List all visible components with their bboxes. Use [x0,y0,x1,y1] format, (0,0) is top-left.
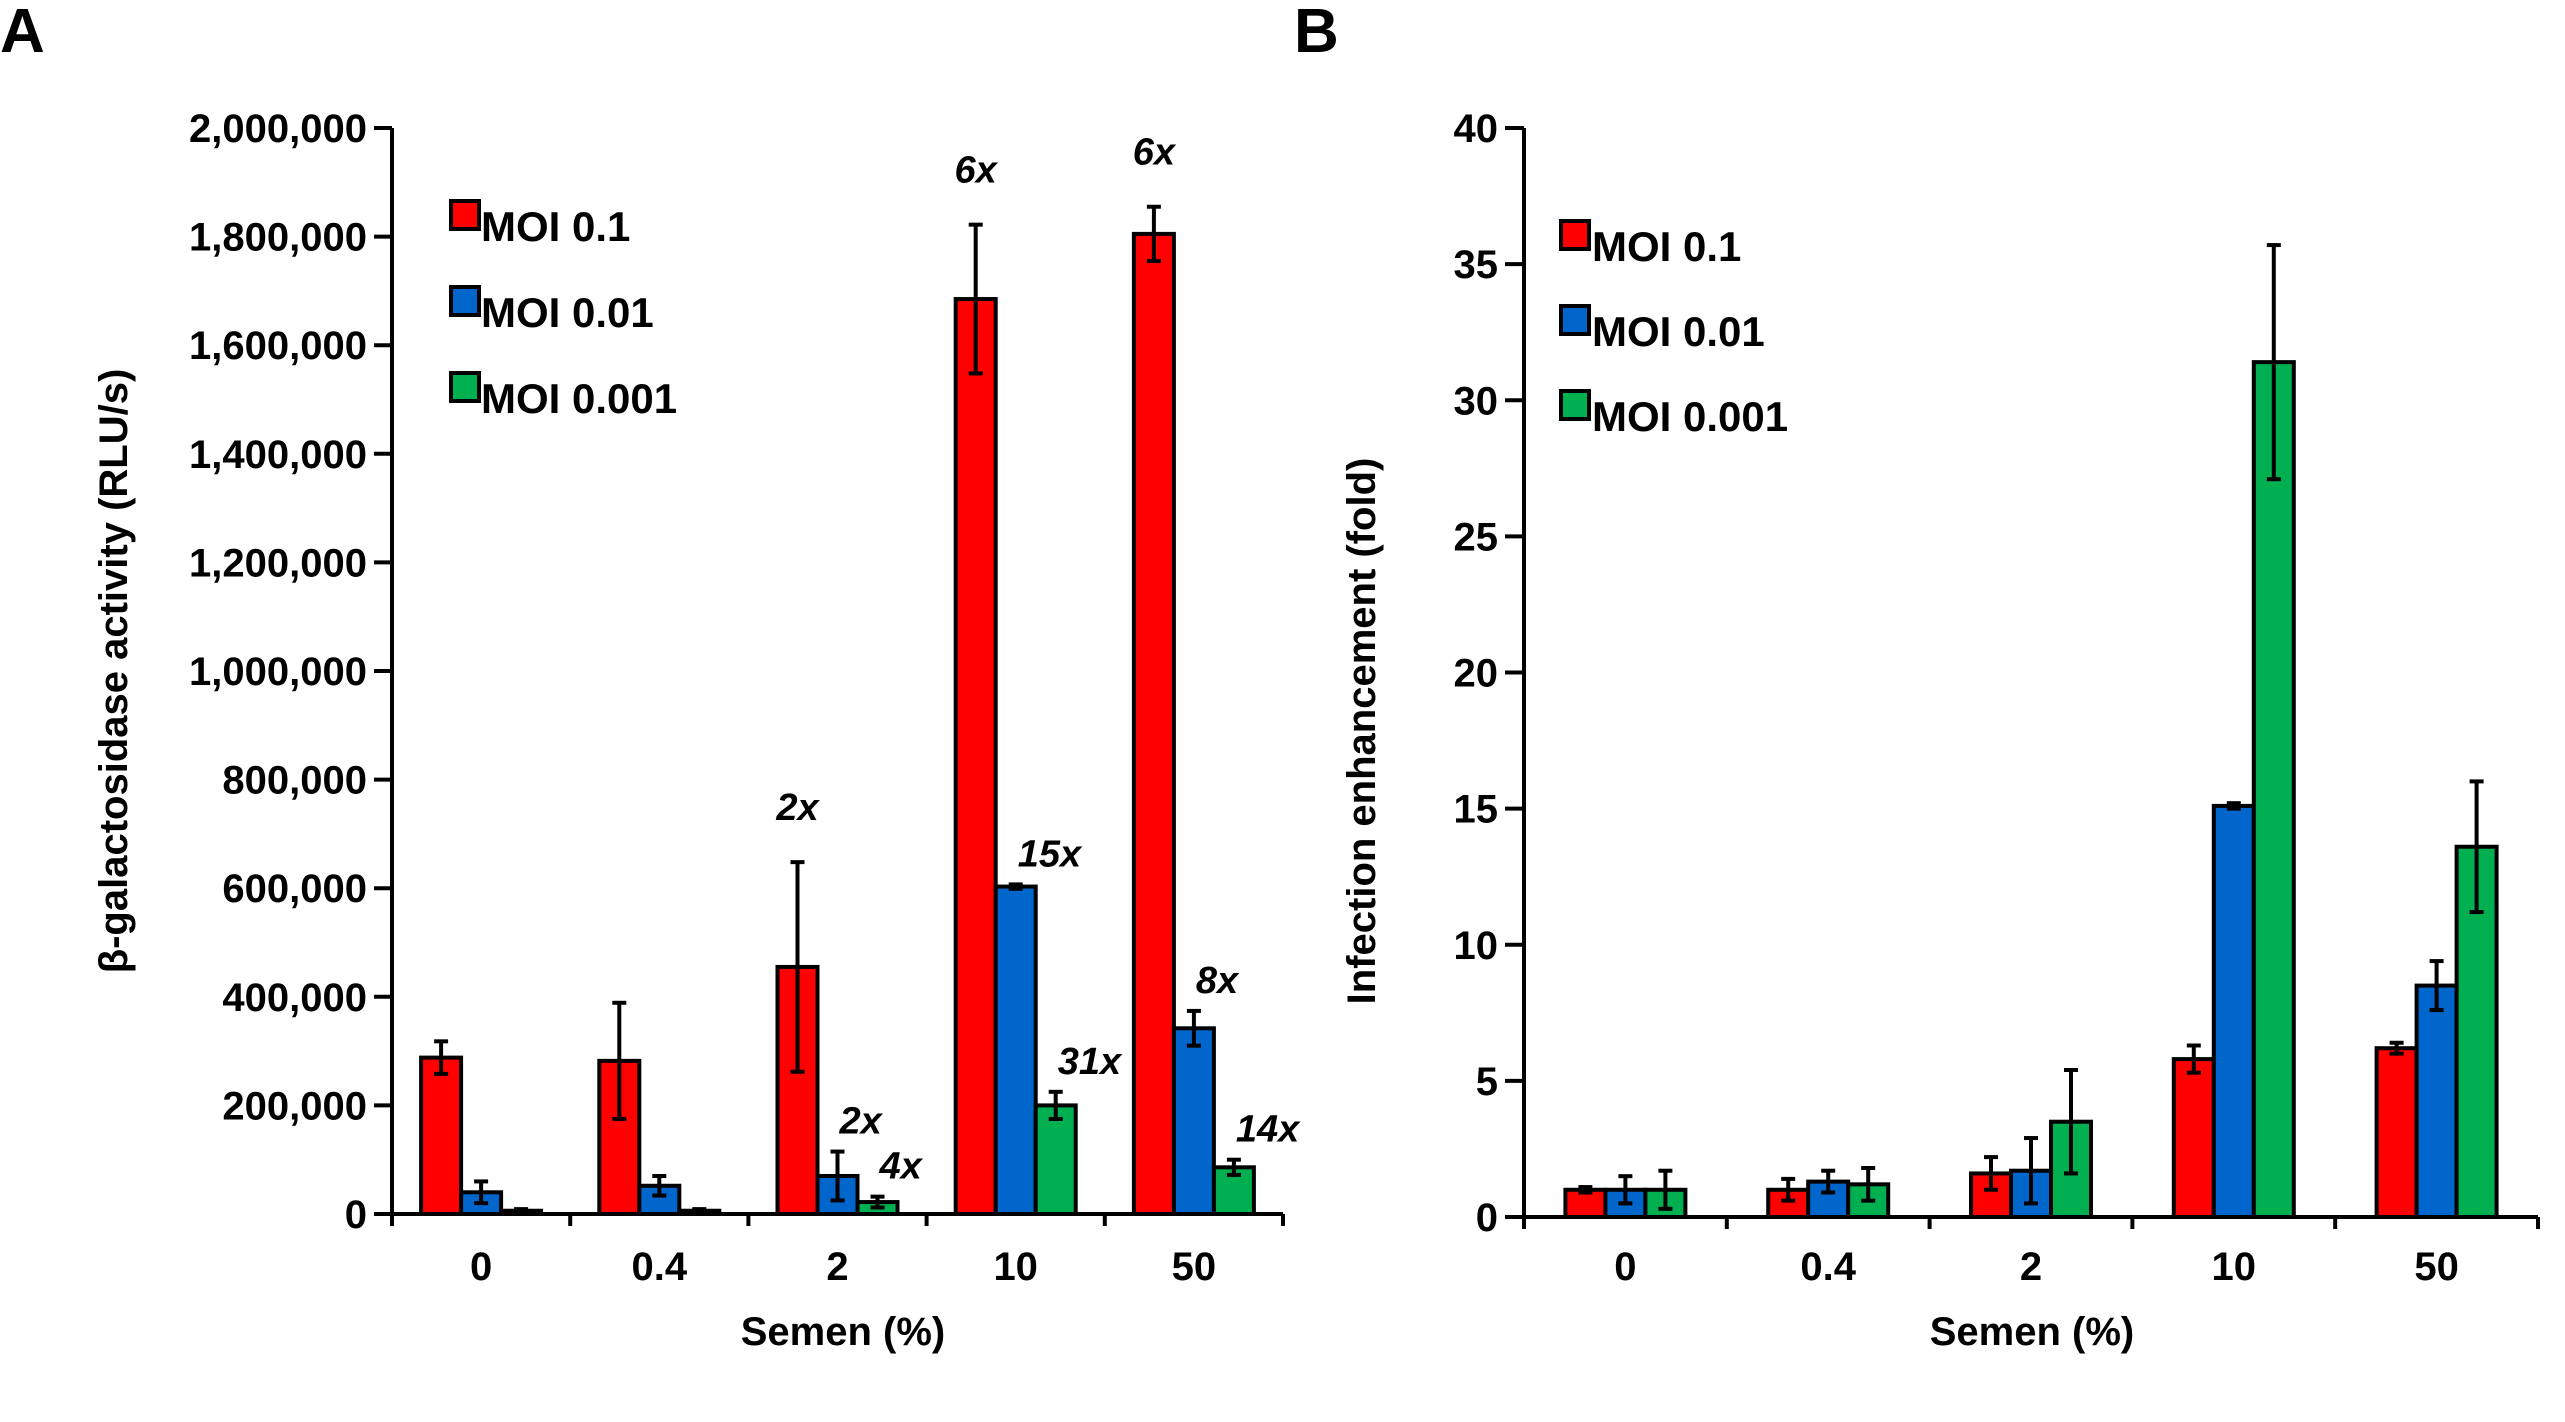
panel-a-chart: A 0 200,000 400,000 600,000 800,000 1,000,000 1… [0,0,1301,1354]
legend-label: MOI 0.001 [481,375,677,422]
bar [2171,1057,2216,1219]
x-tick-label: 0 [1614,1245,1636,1289]
bar-annotation: 31x [1058,1041,1123,1083]
y-tick-label: 600,000 [222,867,367,911]
x-tick-label: 0.4 [631,1245,687,1289]
y-tick-label: 1,400,000 [189,433,367,477]
legend-swatch [449,371,481,403]
x-axis-title: Semen (%) [1930,1310,2135,1354]
y-tick-label: 25 [1454,515,1499,559]
legend-swatch [1559,219,1591,251]
y-tick-label: 400,000 [222,976,367,1020]
x-tick-label: 10 [993,1245,1038,1289]
bar [953,297,998,1217]
bar-annotation: 6x [955,150,999,192]
bar [2374,1046,2419,1219]
y-tick-label: 5 [1476,1060,1498,1104]
y-axis-title: β-galactosidase activity (RLU/s) [92,369,136,974]
y-tick-label: 0 [345,1193,367,1237]
x-axis-title: Semen (%) [741,1310,946,1354]
y-tick-label: 1,800,000 [189,216,367,260]
x-tick-label: 0.4 [1800,1245,1856,1289]
legend-label: MOI 0.1 [481,203,630,250]
legend-swatch [1559,304,1591,336]
x-tick-label: 2 [2020,1245,2042,1289]
bar [993,884,1038,1216]
bar [1171,1026,1216,1216]
y-tick-label: 200,000 [222,1084,367,1128]
y-tick-label: 20 [1454,652,1499,696]
y-tick-label: 1,200,000 [189,541,367,585]
y-axis-title: Infection enhancement (fold) [1340,458,1384,1005]
bar-annotation: 15x [1018,833,1083,875]
legend: MOI 0.1 MOI 0.01 MOI 0.001 [449,199,677,422]
x-tick-label: 0 [470,1245,492,1289]
legend-swatch [449,199,481,231]
x-tick-label: 2 [826,1245,848,1289]
legend-label: MOI 0.01 [481,289,654,336]
panel-label-b: B [1294,0,1339,66]
bar-annotation: 4x [879,1146,924,1188]
legend-label: MOI 0.01 [1592,308,1765,355]
y-tick-label: 35 [1454,243,1499,287]
y-tick-label: 1,600,000 [189,324,367,368]
bar [1033,1103,1078,1217]
bar [2251,360,2296,1219]
panel-b-chart: B 0 5 10 15 20 25 30 35 40 0 0.4 2 10 50 Semen (%) Infec… [1294,0,2540,1354]
panel-label-a: A [0,0,45,66]
bar [1131,231,1176,1216]
legend-swatch [449,285,481,317]
bar [2211,803,2256,1220]
legend-label: MOI 0.1 [1592,223,1741,270]
y-tick-label: 1,000,000 [189,650,367,694]
y-tick-label: 15 [1454,788,1499,832]
legend: MOI 0.1 MOI 0.01 MOI 0.001 [1559,219,1788,440]
x-tick-label: 50 [1172,1245,1217,1289]
y-tick-label: 800,000 [222,759,367,803]
y-tick-label: 0 [1476,1196,1498,1240]
x-tick-label: 10 [2212,1245,2257,1289]
bar-annotation: 6x [1133,132,1177,174]
y-tick-label: 30 [1454,379,1499,423]
bar [2414,983,2459,1220]
bar-annotation: 2x [775,787,820,829]
bar-annotation: 2x [839,1101,884,1143]
bar [419,1055,464,1216]
bar-annotation: 8x [1196,960,1240,1002]
bar-annotation: 14x [1236,1109,1301,1151]
y-tick-label: 10 [1454,924,1499,968]
y-tick-label: 2,000,000 [189,107,367,151]
y-tick-label: 40 [1454,107,1499,151]
legend-swatch [1559,389,1591,421]
x-tick-label: 50 [2414,1245,2459,1289]
legend-label: MOI 0.001 [1592,393,1788,440]
